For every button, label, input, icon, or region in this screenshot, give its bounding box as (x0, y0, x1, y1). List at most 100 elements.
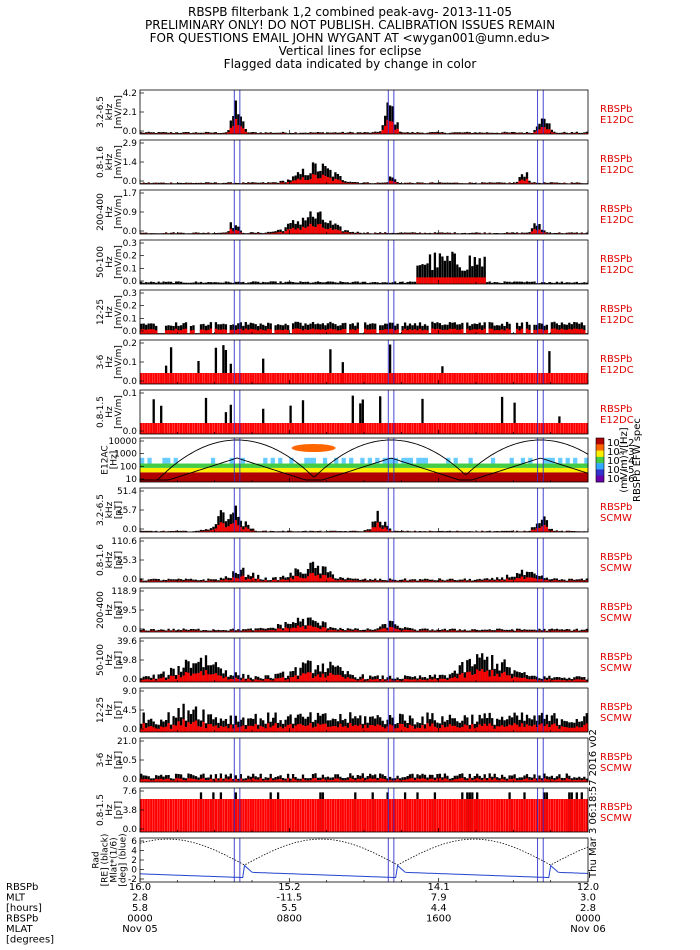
spec-cell (457, 472, 462, 482)
spec-cell (479, 467, 484, 473)
y-axis-label-line: [mV/m] (114, 95, 124, 129)
spec-cell (162, 463, 167, 468)
spec-cell (453, 467, 458, 473)
spec-cell (390, 472, 395, 482)
spec-cell (188, 463, 193, 468)
spec-cell (431, 463, 436, 468)
spec-cell (498, 463, 503, 468)
spec-cell (412, 467, 417, 473)
spec-cell (147, 472, 152, 482)
spec-cell (416, 472, 421, 482)
colorbar-cell (596, 463, 604, 470)
spec-cell (375, 467, 380, 473)
spec-cell (207, 472, 212, 482)
y-tick-label: 0.0 (123, 525, 138, 535)
spec-cell (382, 463, 387, 468)
spec-cell (356, 472, 361, 482)
instrument-label: RBSPb (600, 752, 632, 763)
spec-cell (438, 472, 443, 482)
footer-row-label: MLT (6, 893, 26, 904)
y-axis-label-line: 50-100 (96, 644, 106, 676)
series-mlat (139, 864, 588, 878)
figure-title: RBSPB filterbank 1,2 combined peak-avg- … (0, 6, 700, 71)
spec-cell (528, 472, 533, 482)
series-avg (140, 572, 588, 582)
sensor-label: SCMW (600, 813, 632, 824)
spec-cell (147, 463, 152, 468)
spec-cell (364, 467, 369, 473)
colorbar-cell (596, 444, 604, 451)
spec-cell (427, 472, 432, 482)
spec-cell (233, 467, 238, 473)
spec-cell (196, 472, 201, 482)
spec-cell (289, 457, 294, 464)
spec-cell (300, 472, 305, 482)
y-axis-label-line: 3.2-6.5 (96, 96, 106, 128)
footer-value: 3.0 (580, 893, 596, 904)
y-axis-label: 12-25Hz[mV/m] (96, 295, 124, 329)
panel-frame (139, 687, 589, 733)
spec-cell (502, 472, 507, 482)
spec-cell (345, 463, 350, 468)
spec-cell (203, 467, 208, 473)
spec-cell (483, 463, 488, 468)
y-axis-label-line: Rad (92, 851, 102, 868)
spec-cell (405, 472, 410, 482)
spec-cell (438, 463, 443, 468)
y-tick-label: 0.1 (123, 358, 137, 368)
series-peak (140, 321, 588, 334)
footer-value: 2.8 (580, 903, 596, 914)
sensor-label: SCMW (600, 563, 632, 574)
spec-cell (143, 463, 148, 468)
spec-cell (315, 472, 320, 482)
spec-cell (490, 463, 496, 468)
spec-cell (498, 467, 503, 473)
spec-cell (341, 463, 346, 468)
y-axis-label-line: 0.8-1.6 (96, 544, 106, 576)
spec-cell (237, 472, 242, 482)
spec-cell (543, 463, 548, 468)
spec-cell (393, 467, 399, 473)
spec-cell (378, 463, 384, 468)
y-tick-label: 0.2 (123, 252, 137, 262)
spec-cell (266, 467, 272, 473)
spec-cell (554, 463, 559, 468)
spec-cell (181, 472, 186, 482)
spec-cell (487, 467, 492, 473)
y-tick-label: 0.0 (123, 575, 138, 585)
footer-row-label: [hours] (6, 903, 42, 914)
spec-cell (573, 457, 578, 464)
spec-cell (322, 463, 328, 468)
spec-cell (502, 467, 507, 473)
footer-value: 12.0 (577, 882, 599, 893)
footer-row-label: MLAT (6, 924, 33, 935)
title-line-1: RBSPB filterbank 1,2 combined peak-avg- … (188, 5, 512, 19)
spec-cell (218, 463, 223, 468)
y-tick-label: 0.0 (123, 775, 138, 785)
spec-cell (457, 467, 462, 473)
spec-cell (315, 463, 320, 468)
spec-cell (173, 467, 178, 473)
spec-cell (464, 467, 470, 473)
spec-cell (442, 463, 447, 468)
y-axis-label-line: [mV/m] (114, 145, 124, 179)
y-axis-label-line: [pT] (114, 501, 124, 519)
spec-cell (345, 472, 350, 482)
footer-value: 14.1 (428, 882, 450, 893)
panel-frame (139, 389, 589, 435)
y-axis-label-line: [pT] (114, 701, 124, 719)
spec-cell (229, 467, 234, 473)
spec-cell (367, 467, 372, 473)
y-tick-label: 0.0 (123, 277, 138, 287)
spec-cell (308, 457, 313, 464)
spec-cell (476, 467, 481, 473)
panel-frame (139, 587, 589, 633)
spec-cell (181, 463, 186, 468)
spec-cell (580, 472, 585, 482)
spec-cell (154, 472, 160, 482)
spec-cell (304, 463, 309, 468)
panel-frame (139, 189, 589, 235)
